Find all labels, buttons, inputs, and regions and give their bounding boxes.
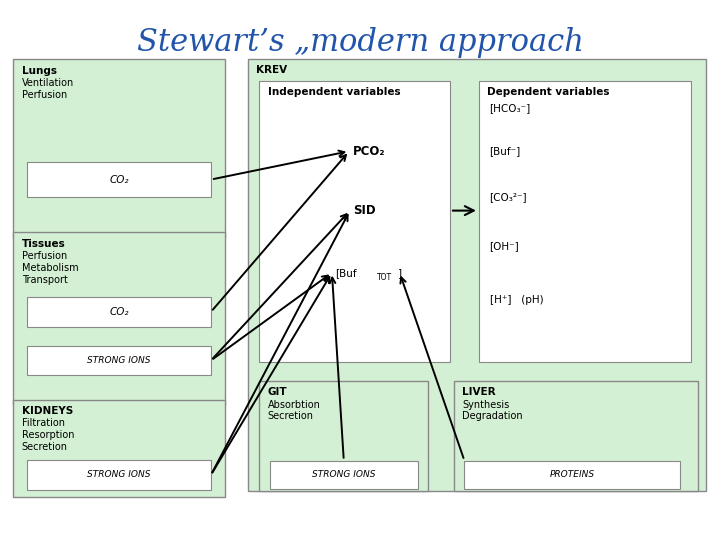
Text: STRONG IONS: STRONG IONS bbox=[312, 470, 376, 479]
Text: LIVER: LIVER bbox=[462, 387, 496, 397]
Text: Filtration: Filtration bbox=[22, 418, 65, 429]
Text: Stewart’s „modern approach: Stewart’s „modern approach bbox=[137, 27, 583, 58]
Bar bbox=[27, 460, 211, 490]
Bar bbox=[248, 59, 706, 491]
Text: Transport: Transport bbox=[22, 275, 68, 285]
Text: CO₂: CO₂ bbox=[109, 174, 129, 185]
Text: KREV: KREV bbox=[256, 65, 287, 75]
Text: Absorbtion: Absorbtion bbox=[268, 400, 320, 410]
Text: KIDNEYS: KIDNEYS bbox=[22, 406, 73, 416]
Text: [Buf: [Buf bbox=[335, 268, 356, 278]
Text: Secretion: Secretion bbox=[22, 442, 68, 453]
Text: GIT: GIT bbox=[268, 387, 287, 397]
Bar bbox=[479, 81, 691, 362]
Text: SID: SID bbox=[353, 204, 375, 217]
Bar bbox=[13, 59, 225, 238]
Text: [OH⁻]: [OH⁻] bbox=[490, 241, 519, 251]
Bar bbox=[259, 81, 450, 362]
Text: [Buf⁻]: [Buf⁻] bbox=[490, 146, 521, 156]
Text: Ventilation: Ventilation bbox=[22, 78, 74, 89]
Text: [HCO₃⁻]: [HCO₃⁻] bbox=[490, 103, 531, 113]
Text: Dependent variables: Dependent variables bbox=[487, 87, 610, 98]
Text: Perfusion: Perfusion bbox=[22, 251, 67, 261]
Bar bbox=[27, 346, 211, 375]
Text: TOT: TOT bbox=[377, 273, 392, 281]
Text: STRONG IONS: STRONG IONS bbox=[87, 470, 151, 480]
Text: CO₂: CO₂ bbox=[109, 307, 129, 317]
Bar bbox=[27, 162, 211, 197]
Bar bbox=[454, 381, 698, 491]
Text: Lungs: Lungs bbox=[22, 66, 57, 76]
Text: Resorption: Resorption bbox=[22, 430, 74, 441]
Bar bbox=[13, 232, 225, 405]
Text: ]: ] bbox=[398, 268, 402, 278]
Text: STRONG IONS: STRONG IONS bbox=[87, 356, 151, 365]
Text: [CO₃²⁻]: [CO₃²⁻] bbox=[490, 192, 527, 202]
Text: Perfusion: Perfusion bbox=[22, 90, 67, 100]
Text: PROTEINS: PROTEINS bbox=[550, 470, 595, 479]
Bar bbox=[13, 400, 225, 497]
Bar bbox=[270, 461, 418, 489]
Text: Synthesis: Synthesis bbox=[462, 400, 510, 410]
Text: [H⁺]   (pH): [H⁺] (pH) bbox=[490, 295, 543, 305]
Bar bbox=[464, 461, 680, 489]
Text: PCO₂: PCO₂ bbox=[353, 145, 385, 158]
Text: Secretion: Secretion bbox=[268, 411, 314, 422]
Text: Degradation: Degradation bbox=[462, 411, 523, 422]
Text: Independent variables: Independent variables bbox=[268, 87, 400, 98]
Bar bbox=[27, 297, 211, 327]
Bar bbox=[259, 381, 428, 491]
Text: Tissues: Tissues bbox=[22, 239, 66, 249]
Text: Metabolism: Metabolism bbox=[22, 263, 78, 273]
